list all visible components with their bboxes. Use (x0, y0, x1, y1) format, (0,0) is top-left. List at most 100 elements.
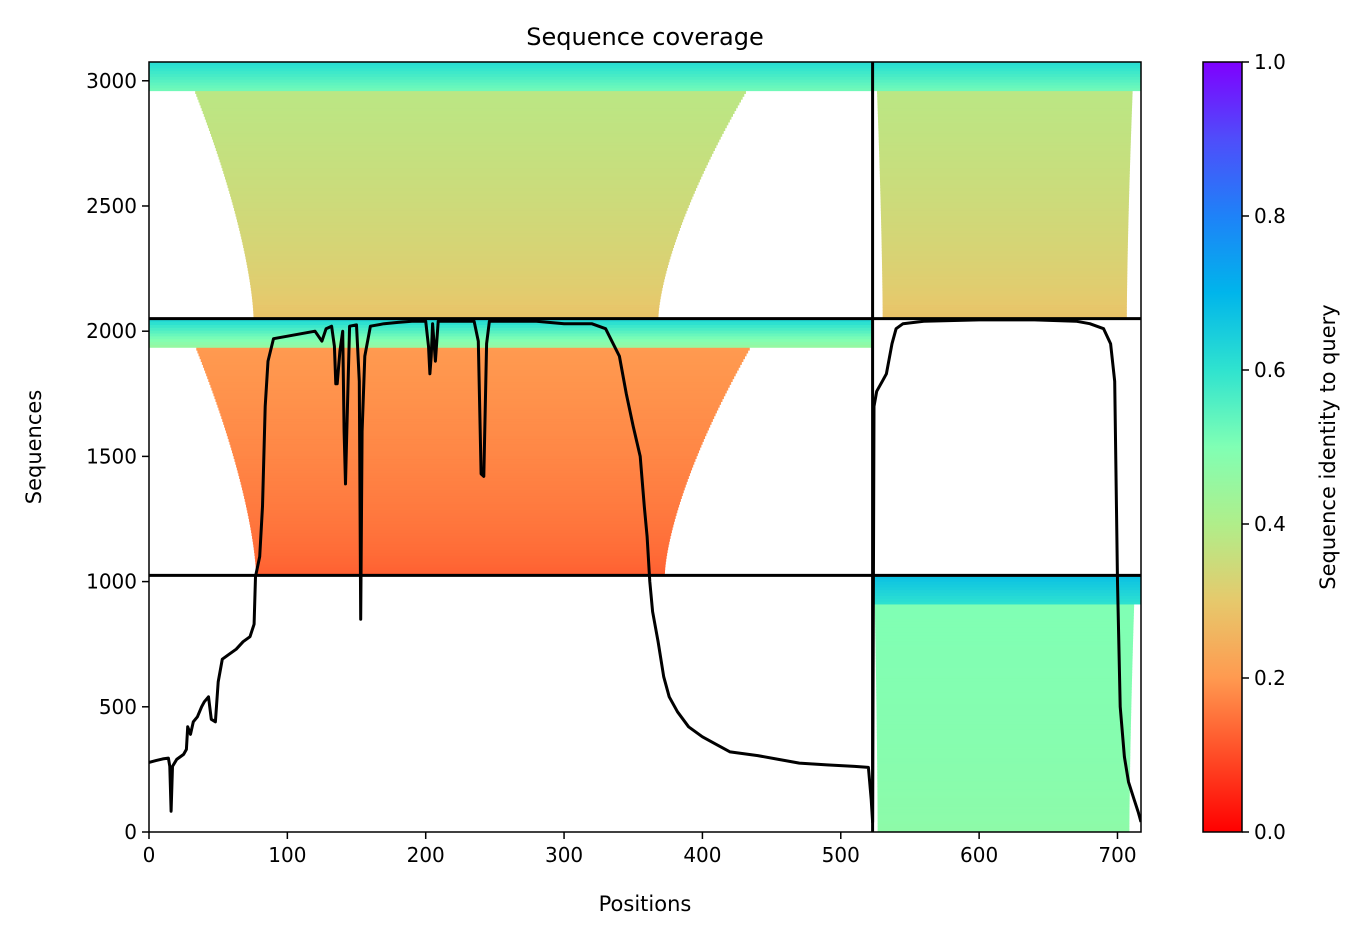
block-row (244, 250, 673, 254)
block-row (211, 387, 729, 391)
block-row (876, 717, 1132, 722)
block-row (252, 541, 670, 545)
block-row (872, 73, 1141, 77)
block-row (224, 424, 711, 428)
block-row (877, 104, 1133, 109)
block-row (255, 563, 666, 568)
block-row (253, 310, 659, 314)
block-row (149, 76, 873, 80)
block-row (877, 809, 1130, 813)
block-row (215, 147, 715, 152)
block-row (876, 720, 1131, 725)
block-row (875, 649, 1133, 653)
block-row (877, 107, 1132, 112)
coverage-line (149, 318, 1141, 824)
block-row (206, 372, 736, 377)
block-row (206, 121, 729, 126)
block-row (244, 253, 672, 257)
colorbar-gradient (1202, 61, 1243, 833)
y-tick-label: 1000 (86, 570, 137, 594)
block-row (244, 498, 681, 502)
block-row (149, 70, 873, 75)
block-row (881, 244, 1128, 248)
block-row (877, 763, 1131, 768)
block-row (875, 655, 1133, 659)
block-row (872, 595, 1141, 599)
block-row (872, 589, 1141, 594)
block-row (238, 472, 690, 477)
block-row (876, 683, 1132, 688)
block-row (254, 549, 668, 554)
block-row (233, 204, 689, 209)
block-row (222, 167, 706, 171)
block-row (877, 772, 1130, 776)
block-row (874, 603, 1135, 608)
block-row (230, 444, 702, 448)
block-row (876, 735, 1131, 739)
x-axis-label: Positions (599, 892, 692, 916)
block-row (251, 290, 662, 294)
block-row (241, 484, 686, 488)
block-row (875, 666, 1133, 671)
block-row (878, 144, 1131, 149)
block-row (874, 612, 1134, 616)
block-row (198, 352, 747, 357)
identity-blocks (149, 62, 1141, 832)
block-row (238, 224, 681, 229)
x-tick-label: 100 (268, 843, 306, 867)
block-row (872, 81, 1141, 86)
block-row (875, 623, 1134, 628)
block-row (254, 555, 667, 559)
block-row (876, 732, 1131, 736)
block-row (872, 598, 1141, 602)
block-row (149, 330, 873, 334)
x-tick-label: 600 (960, 843, 998, 867)
block-row (224, 173, 703, 177)
block-row (198, 99, 742, 103)
block-row (876, 686, 1132, 691)
block-row (882, 293, 1127, 297)
block-row (249, 278, 665, 283)
block-row (251, 532, 672, 537)
block-row (882, 298, 1127, 303)
y-axis: 0 500 1000 1500 2000 2500 3000 (86, 69, 149, 844)
block-row (881, 238, 1128, 243)
y-tick-label: 1500 (86, 444, 137, 468)
block-row (877, 812, 1130, 816)
block-row (877, 93, 1133, 97)
block-row (880, 178, 1130, 183)
block-row (877, 769, 1131, 773)
block-row (876, 715, 1132, 719)
block-row (876, 740, 1131, 745)
colorbar-tick-label: 0.0 (1254, 820, 1286, 844)
block-row (250, 287, 663, 291)
block-row (877, 760, 1131, 765)
block-row (213, 141, 718, 146)
block-row (228, 438, 704, 442)
block-row (880, 181, 1130, 186)
block-row (219, 409, 717, 414)
block-row (247, 509, 678, 514)
block-row (882, 295, 1127, 300)
block-row (220, 412, 716, 417)
block-row (205, 119, 730, 123)
block-row (875, 640, 1134, 645)
block-row (881, 216, 1129, 220)
block-row (236, 464, 694, 468)
block-row (225, 178, 700, 183)
block-row (207, 124, 727, 129)
block-row (218, 407, 719, 411)
block-row (875, 643, 1133, 648)
block-row (876, 675, 1133, 679)
block-row (882, 267, 1128, 271)
block-row (239, 230, 679, 234)
identity-block (872, 575, 1141, 832)
block-row (225, 429, 708, 434)
block-row (882, 278, 1128, 283)
block-row (243, 492, 683, 497)
block-row (229, 441, 703, 445)
block-row (878, 133, 1132, 137)
block-row (877, 746, 1131, 750)
block-row (235, 461, 695, 465)
block-row (231, 447, 701, 451)
